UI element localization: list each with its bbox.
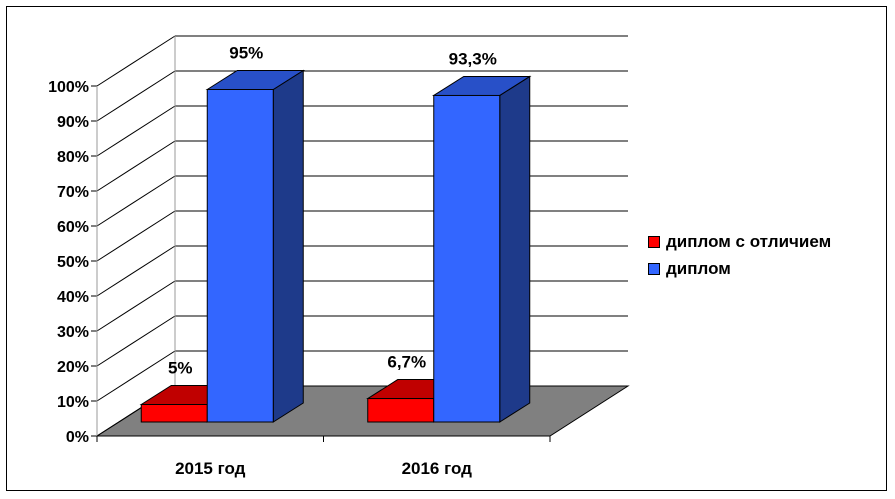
y-tick-label: 80%	[57, 149, 89, 166]
wall-gridline	[96, 105, 176, 157]
bar	[206, 89, 274, 423]
data-label: 93,3%	[449, 49, 497, 68]
x-tick-label: 2016 год	[402, 459, 473, 478]
y-tick-label: 30%	[57, 324, 89, 341]
wall-gridline	[96, 280, 176, 332]
wall-gridline	[96, 210, 176, 262]
wall-gridline	[96, 70, 176, 122]
data-label: 6,7%	[387, 353, 426, 372]
y-tick-label: 20%	[57, 359, 89, 376]
y-tick-label: 100%	[48, 79, 89, 96]
bar	[367, 398, 435, 423]
legend-item-diploma: диплом	[648, 255, 831, 282]
wall-gridline	[96, 245, 176, 297]
y-tick-label: 90%	[57, 114, 89, 131]
legend-label-diploma: диплом	[666, 258, 731, 278]
data-label: 95%	[229, 44, 263, 63]
bar-side-face	[499, 75, 531, 423]
wall-gridline	[96, 350, 176, 402]
x-tick-label: 2015 год	[175, 459, 246, 478]
bar	[433, 94, 501, 423]
y-tick-label: 50%	[57, 254, 89, 271]
legend-label-honors: диплом с отличием	[666, 231, 832, 251]
legend-swatch-honors	[648, 235, 660, 248]
bar-side-face	[272, 69, 304, 423]
wall-gridline	[96, 175, 176, 227]
legend: диплом с отличием диплом	[648, 228, 831, 282]
legend-swatch-diploma	[648, 262, 660, 275]
wall-gridline	[96, 35, 176, 87]
y-tick-label: 0%	[66, 429, 89, 446]
bar	[140, 404, 208, 423]
wall-gridline	[96, 315, 176, 367]
y-tick-label: 60%	[57, 219, 89, 236]
legend-item-honors: диплом с отличием	[648, 228, 831, 255]
y-tick-label: 70%	[57, 184, 89, 201]
wall-gridline	[96, 140, 176, 192]
y-tick-label: 10%	[57, 394, 89, 411]
data-label: 5%	[168, 359, 193, 378]
y-tick-label: 40%	[57, 289, 89, 306]
